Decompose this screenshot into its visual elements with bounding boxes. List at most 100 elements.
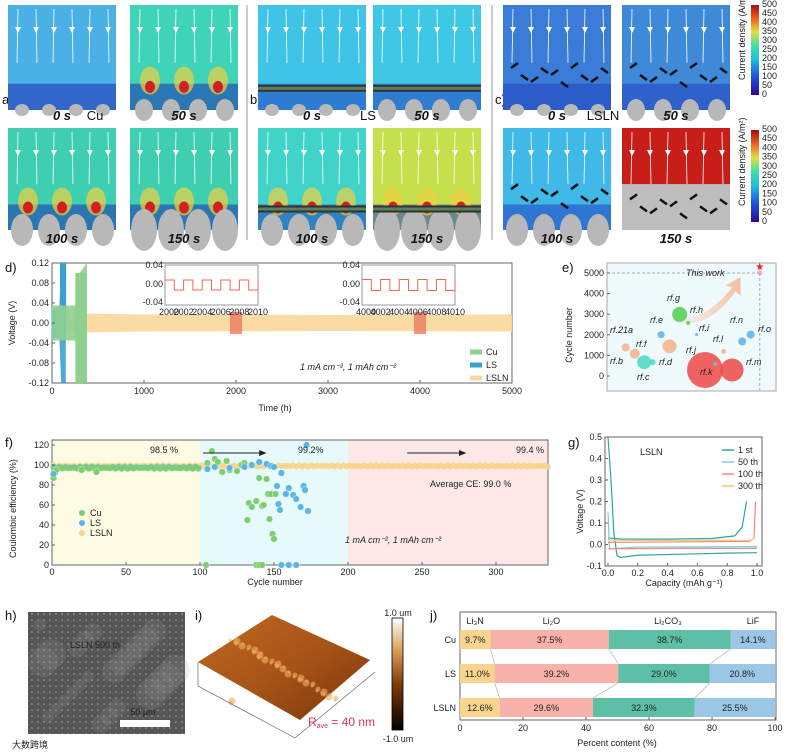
afm-feature [269,658,275,664]
y-tick-label: 1000 [584,350,604,360]
lithium-bump [591,104,605,116]
sem-label: LSLN 500 th [70,640,120,650]
current-line [721,131,724,185]
bubble-point [720,358,744,382]
current-line [107,131,110,185]
lithium-bump [510,104,524,116]
arrow-icon [719,150,725,156]
lithium-bump [506,214,528,246]
arrow-icon [470,150,476,156]
arrow-icon [191,27,197,33]
current-line [417,131,420,185]
arrow-icon [528,27,534,33]
sem-feature [100,707,118,725]
colorbar-tick: 300 [762,161,777,171]
bar-segment-lsln [592,698,695,717]
bar-value-label: 20.8% [730,669,756,679]
bubble-point [657,331,665,339]
bubble-point [746,330,755,339]
afm-feature [287,670,291,674]
series-header: Li₂O [543,616,561,626]
lithium-bump [292,104,306,116]
lithium-bump [11,214,33,246]
current-line [417,8,420,63]
current-line [266,131,269,185]
afm-feature [259,651,263,655]
group-label: LS [360,108,376,123]
current-line [583,131,586,185]
colorbar-tick: 200 [762,179,777,189]
bar-value-label: 38.7% [657,635,683,645]
flake [590,75,599,84]
data-point-cu [203,459,211,467]
bubble-label: rf.l [713,334,724,344]
current-line [210,131,213,185]
arrow-icon [173,27,179,33]
flake [699,73,708,82]
y-tick-label: 80 [39,480,49,490]
y-tick-label: 100 [34,460,49,470]
current-line [381,131,384,185]
current-line [602,131,605,185]
sem-feature [58,695,70,707]
lithium-bump [265,104,279,116]
bubble-point [621,343,630,352]
ls-layer-pattern [373,86,481,90]
data-point-ls [277,561,285,569]
bar-value-label: 14.1% [740,635,766,645]
arrow-icon [155,27,161,33]
y-tick-label: 0 [44,560,49,570]
current-line [193,131,196,185]
bubble-label: rf.j [686,345,697,355]
current-line [210,8,213,63]
plot-frame [606,262,777,392]
plot-frame [51,439,549,566]
current-line [721,8,724,63]
sem-image [28,612,190,734]
x-tick-label: 200 [340,567,355,577]
afm-feature [251,646,259,654]
arrow-icon [283,150,289,156]
lithium-bump [455,209,481,251]
bubble-point [713,361,718,366]
afm-colorbar-top: 1.0 um [384,608,412,618]
colorbar-tick: 400 [762,142,777,152]
arrow-icon [719,27,725,33]
watermark: 大数跨境 [12,739,48,750]
lithium-bump [564,104,578,116]
colorbar-tick: 450 [762,8,777,18]
colorbar-tick: 50 [762,207,772,217]
data-point-cu [243,516,251,524]
sem-feature [28,647,58,677]
x-tick-label: 100 [192,567,207,577]
data-point-ls [49,470,57,478]
afm-feature [315,686,321,692]
bubble-point [672,306,688,322]
arrow-icon [398,27,404,33]
afm-feature [328,693,332,697]
series-lsln-band [52,313,512,333]
current-line [630,8,633,63]
arrow-icon [69,27,75,33]
current-line [321,8,324,63]
simulation-panel-cu-3 [130,128,238,251]
afm-axes [197,662,376,739]
bubble-label: rf.g [667,293,680,303]
arrow-icon [173,150,179,156]
simulation-panel-lsln-3 [622,128,730,230]
inset-1 [361,264,456,306]
arrow-icon [665,27,671,33]
panel-label-g: g) [568,435,580,450]
current-line [400,8,403,63]
flake [639,73,648,82]
inset-y-tick-label: 0.00 [145,279,163,289]
afm-feature [233,637,241,645]
arrow-icon [683,27,689,33]
arrow-icon [69,150,75,156]
colorbar-tick: 0 [762,216,767,226]
bubble-point [721,348,727,354]
inset-y-tick-label: -0.04 [339,297,360,307]
flake [520,73,529,82]
arrow-icon [265,27,271,33]
